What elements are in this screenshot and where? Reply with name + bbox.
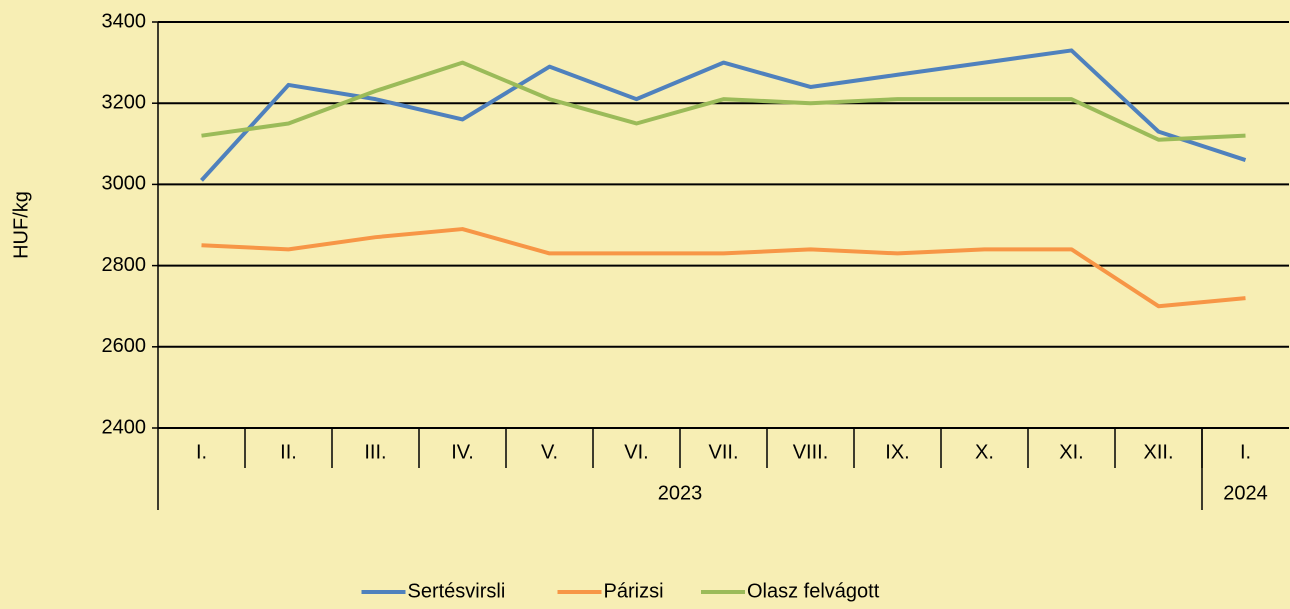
x-tick-label: IX. [885,441,909,463]
legend-label: Párizsi [604,580,664,602]
series-line [201,60,1246,142]
x-tick-label: VIII. [793,441,829,463]
y-tick-label: 2800 [102,254,147,276]
x-tick-label: V. [541,441,558,463]
y-axis-label: HUF/kg [10,191,32,259]
x-tick-label: VI. [624,441,648,463]
x-tick-label: X. [975,441,994,463]
y-tick-label: 2600 [102,335,147,357]
year-label: 2023 [658,482,703,504]
x-tick-label: XII. [1143,441,1173,463]
series-line [200,48,1247,182]
x-tick-label: II. [280,441,297,463]
x-tick-label: IV. [451,441,474,463]
y-tick-label: 3000 [102,173,147,195]
series-line [201,227,1246,309]
x-tick-label: I. [196,441,207,463]
x-tick-label: XI. [1059,441,1083,463]
y-tick-label: 3400 [102,10,147,32]
legend-label: Sertésvirsli [408,580,506,602]
y-tick-label: 2400 [102,416,147,438]
x-tick-label: III. [364,441,386,463]
legend-label: Olasz felvágott [747,580,880,602]
x-tick-label: I. [1240,441,1251,463]
y-tick-label: 3200 [102,91,147,113]
x-tick-label: VII. [708,441,738,463]
year-label: 2024 [1223,482,1268,504]
